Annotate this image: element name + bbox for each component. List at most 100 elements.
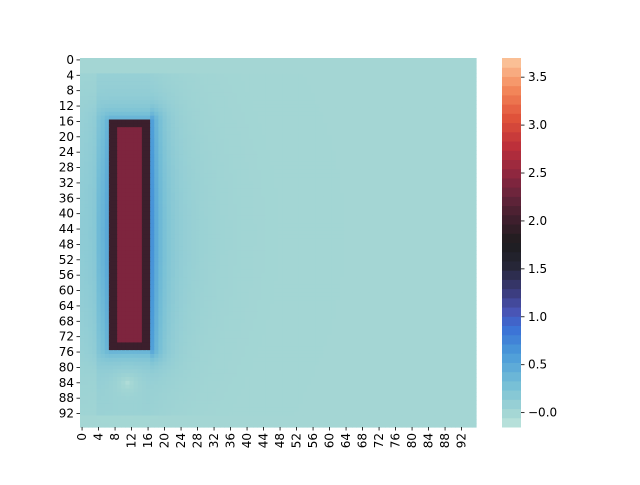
heatmap-cell (100, 181, 106, 186)
heatmap-cell (438, 254, 444, 259)
heatmap-cell (459, 111, 465, 117)
heatmap-cell (290, 138, 296, 144)
heatmap-cell (84, 184, 89, 190)
heatmap-cell (352, 134, 357, 140)
heatmap-cell (389, 196, 395, 201)
heatmap-cell (137, 111, 143, 117)
heatmap-cell (146, 215, 151, 221)
heatmap-cell (212, 131, 217, 136)
heatmap-cell (455, 119, 461, 124)
heatmap-cell (141, 154, 147, 159)
heatmap-cell (84, 204, 89, 209)
heatmap-cell (438, 73, 444, 78)
heatmap-cell (199, 242, 205, 247)
heatmap-cell (191, 146, 197, 151)
heatmap-cell (240, 142, 246, 148)
heatmap-cell (273, 157, 279, 163)
heatmap-cell (265, 146, 271, 151)
heatmap-cell (315, 100, 320, 105)
heatmap-cell (216, 169, 221, 174)
heatmap-cell (174, 219, 180, 224)
heatmap-cell (207, 242, 213, 247)
heatmap-cell (207, 96, 213, 101)
heatmap-cell (339, 69, 345, 74)
heatmap-cell (80, 69, 85, 74)
heatmap-cell (216, 154, 221, 159)
heatmap-cell (471, 177, 477, 182)
heatmap-cell (261, 254, 267, 259)
heatmap-cell (455, 173, 461, 178)
heatmap-cell (352, 192, 357, 197)
heatmap-cell (418, 188, 423, 194)
heatmap-cell (80, 146, 85, 151)
heatmap-cell (463, 127, 469, 132)
heatmap-cell (80, 165, 85, 171)
heatmap-cell (141, 234, 147, 240)
heatmap-cell (368, 169, 374, 174)
heatmap-cell (216, 161, 221, 167)
heatmap-cell (344, 188, 349, 194)
heatmap-cell (463, 204, 469, 209)
heatmap-cell (121, 88, 126, 94)
heatmap-cell (137, 92, 143, 98)
heatmap-cell (302, 246, 308, 251)
heatmap-cell (240, 250, 246, 255)
heatmap-cell (290, 146, 296, 151)
heatmap-cell (121, 142, 126, 148)
heatmap-cell (335, 58, 341, 63)
heatmap-cell (273, 154, 279, 159)
heatmap-cell (104, 119, 110, 124)
heatmap-cell (360, 92, 366, 98)
heatmap-cell (146, 123, 151, 128)
heatmap-cell (236, 169, 242, 174)
heatmap-cell (393, 211, 399, 217)
heatmap-cell (265, 215, 271, 221)
heatmap-cell (298, 58, 304, 63)
heatmap-cell (459, 250, 465, 255)
heatmap-cell (401, 77, 407, 82)
heatmap-cell (397, 150, 403, 155)
heatmap-cell (356, 184, 362, 190)
heatmap-cell (174, 84, 180, 90)
heatmap-cell (352, 69, 357, 74)
heatmap-cell (113, 154, 118, 159)
heatmap-cell (121, 100, 126, 105)
heatmap-cell (232, 104, 238, 109)
heatmap-cell (104, 127, 110, 132)
heatmap-cell (80, 169, 85, 174)
heatmap-cell (401, 123, 407, 128)
heatmap-cell (113, 246, 118, 251)
heatmap-cell (224, 138, 230, 144)
heatmap-cell (335, 250, 341, 255)
heatmap-cell (434, 181, 440, 186)
heatmap-cell (170, 84, 176, 90)
heatmap-cell (253, 154, 258, 159)
heatmap-cell (183, 211, 188, 217)
heatmap-cell (455, 154, 461, 159)
heatmap-cell (150, 177, 155, 182)
heatmap-cell (302, 100, 308, 105)
heatmap-cell (422, 150, 428, 155)
heatmap-cell (249, 223, 254, 228)
heatmap-cell (195, 242, 201, 247)
heatmap-cell (389, 123, 395, 128)
heatmap-cell (344, 200, 349, 205)
heatmap-cell (195, 111, 201, 117)
heatmap-cell (471, 204, 477, 209)
heatmap-cell (117, 88, 122, 94)
heatmap-cell (381, 73, 386, 78)
heatmap-cell (393, 127, 399, 132)
heatmap-cell (418, 211, 423, 217)
heatmap-cell (224, 115, 230, 121)
heatmap-cell (385, 77, 390, 82)
heatmap-cell (162, 127, 168, 132)
heatmap-cell (191, 204, 197, 209)
heatmap-cell (195, 61, 201, 67)
heatmap-cell (207, 157, 213, 163)
heatmap-cell (253, 238, 258, 244)
heatmap-cell (323, 254, 329, 259)
heatmap-cell (273, 84, 279, 90)
heatmap-cell (129, 61, 135, 67)
heatmap-cell (141, 188, 147, 194)
heatmap-cell (311, 58, 316, 63)
